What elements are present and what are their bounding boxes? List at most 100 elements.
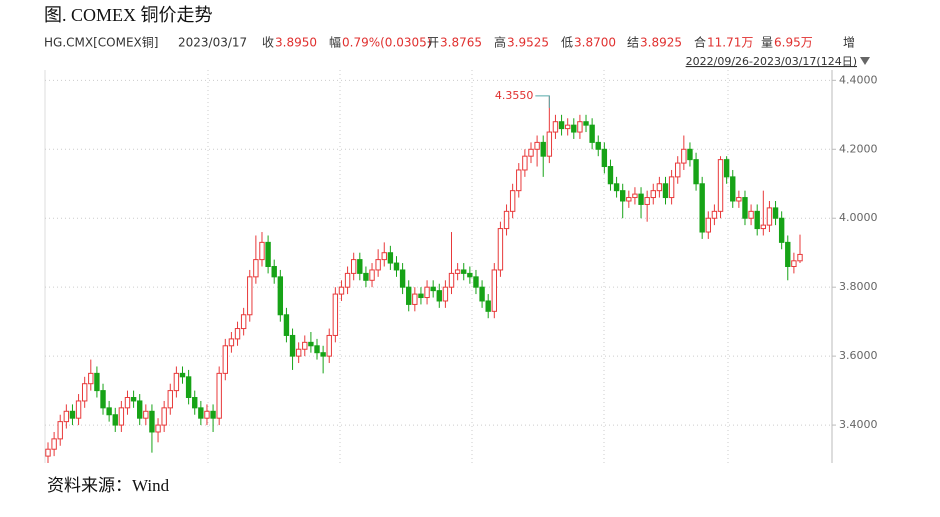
candle-body xyxy=(552,121,559,133)
candle-body xyxy=(124,397,131,409)
candle-body xyxy=(516,169,522,192)
field-value: 3.8925 xyxy=(640,36,682,50)
candle-body xyxy=(723,159,730,178)
candle-body xyxy=(118,407,125,426)
candle-body xyxy=(375,259,381,271)
candle-body xyxy=(399,269,406,288)
candle-body xyxy=(760,224,767,230)
candle-body xyxy=(564,124,571,130)
candle-body xyxy=(271,266,277,278)
candle-body xyxy=(192,397,198,409)
field-name: 开 xyxy=(427,36,439,50)
candle-body xyxy=(222,345,229,374)
candle-body xyxy=(283,314,290,336)
field-name: 量 xyxy=(761,36,773,50)
candle-body xyxy=(314,345,320,354)
candle-body xyxy=(406,286,412,305)
candle-body xyxy=(730,176,736,202)
candle-body xyxy=(51,438,57,450)
candle-body xyxy=(711,210,718,219)
candle-body xyxy=(338,286,345,295)
candle-body xyxy=(558,121,565,130)
candle-body xyxy=(485,300,491,312)
candle-body xyxy=(448,272,455,288)
candle-body xyxy=(393,262,400,271)
candle-body xyxy=(185,376,192,399)
candle-body xyxy=(259,241,265,261)
field-value: 3.8765 xyxy=(440,36,482,50)
date-range[interactable]: 2022/09/26-2023/03/17(124日) xyxy=(686,55,857,68)
candle-body xyxy=(369,269,375,281)
candle-body xyxy=(461,269,467,274)
range-dropdown[interactable] xyxy=(860,57,870,65)
candle-body xyxy=(668,176,675,199)
field-name: 高 xyxy=(494,35,506,50)
candle-body xyxy=(344,272,351,288)
candle-body xyxy=(240,314,247,330)
candle-body xyxy=(754,210,760,230)
candle-body xyxy=(656,183,663,192)
candle-body xyxy=(204,410,210,419)
candle-body xyxy=(699,183,705,233)
candle-body xyxy=(687,148,693,161)
candle-body xyxy=(534,141,540,150)
candle-body xyxy=(479,286,485,302)
candle-body xyxy=(112,414,118,426)
candle-body xyxy=(797,253,803,262)
candle-body xyxy=(778,217,785,243)
candle-body xyxy=(632,193,638,199)
candle-body xyxy=(540,141,546,157)
candle-body xyxy=(791,260,797,267)
vertical-grid xyxy=(207,70,729,463)
candle-body xyxy=(130,397,137,402)
y-tick-label: 4.0000 xyxy=(839,211,878,224)
candle-body xyxy=(503,210,510,230)
candle-body xyxy=(57,421,63,440)
candle-body xyxy=(644,197,650,205)
candle-body xyxy=(571,124,577,133)
candle-body xyxy=(785,241,791,268)
candle-body xyxy=(75,400,82,419)
candle-body xyxy=(509,190,516,212)
candle-body xyxy=(81,383,88,402)
candle-body xyxy=(350,259,357,274)
candle-body xyxy=(137,400,143,419)
field-value: 3.8950 xyxy=(275,36,317,50)
candle-body xyxy=(491,269,498,312)
candle-body xyxy=(228,338,235,347)
candle-body xyxy=(522,155,528,171)
candle-body xyxy=(247,276,253,316)
candle-body xyxy=(583,121,589,126)
candle-body xyxy=(705,217,711,233)
candle-body xyxy=(94,372,100,392)
y-tick-label: 3.4000 xyxy=(839,418,878,431)
candle-body xyxy=(69,410,76,419)
candle-body xyxy=(308,341,314,347)
candle-body xyxy=(430,286,436,292)
y-tick-label: 4.2000 xyxy=(839,142,878,155)
field-name: 低 xyxy=(561,36,573,50)
candle-body xyxy=(155,424,161,433)
candle-body xyxy=(717,159,724,212)
candle-body xyxy=(210,410,216,419)
candle-body xyxy=(662,183,669,199)
candle-body xyxy=(179,372,186,378)
candle-body xyxy=(265,241,271,268)
candle-body xyxy=(357,259,363,274)
field-value: 3.8700 xyxy=(574,36,616,50)
candle-body xyxy=(100,390,106,409)
candle-body xyxy=(295,348,302,357)
candle-body xyxy=(772,207,779,219)
candle-body xyxy=(742,197,748,219)
quote-date: 2023/03/17 xyxy=(178,36,247,50)
candle-body xyxy=(546,131,553,157)
candle-body xyxy=(106,407,112,416)
source: 资料来源：Wind xyxy=(47,476,170,495)
candle-body xyxy=(418,293,424,299)
candle-body xyxy=(167,390,173,409)
candle-body xyxy=(766,207,773,226)
annotation-label: 4.3550 xyxy=(495,89,534,102)
candle-body xyxy=(216,372,222,419)
candle-body xyxy=(381,252,387,261)
